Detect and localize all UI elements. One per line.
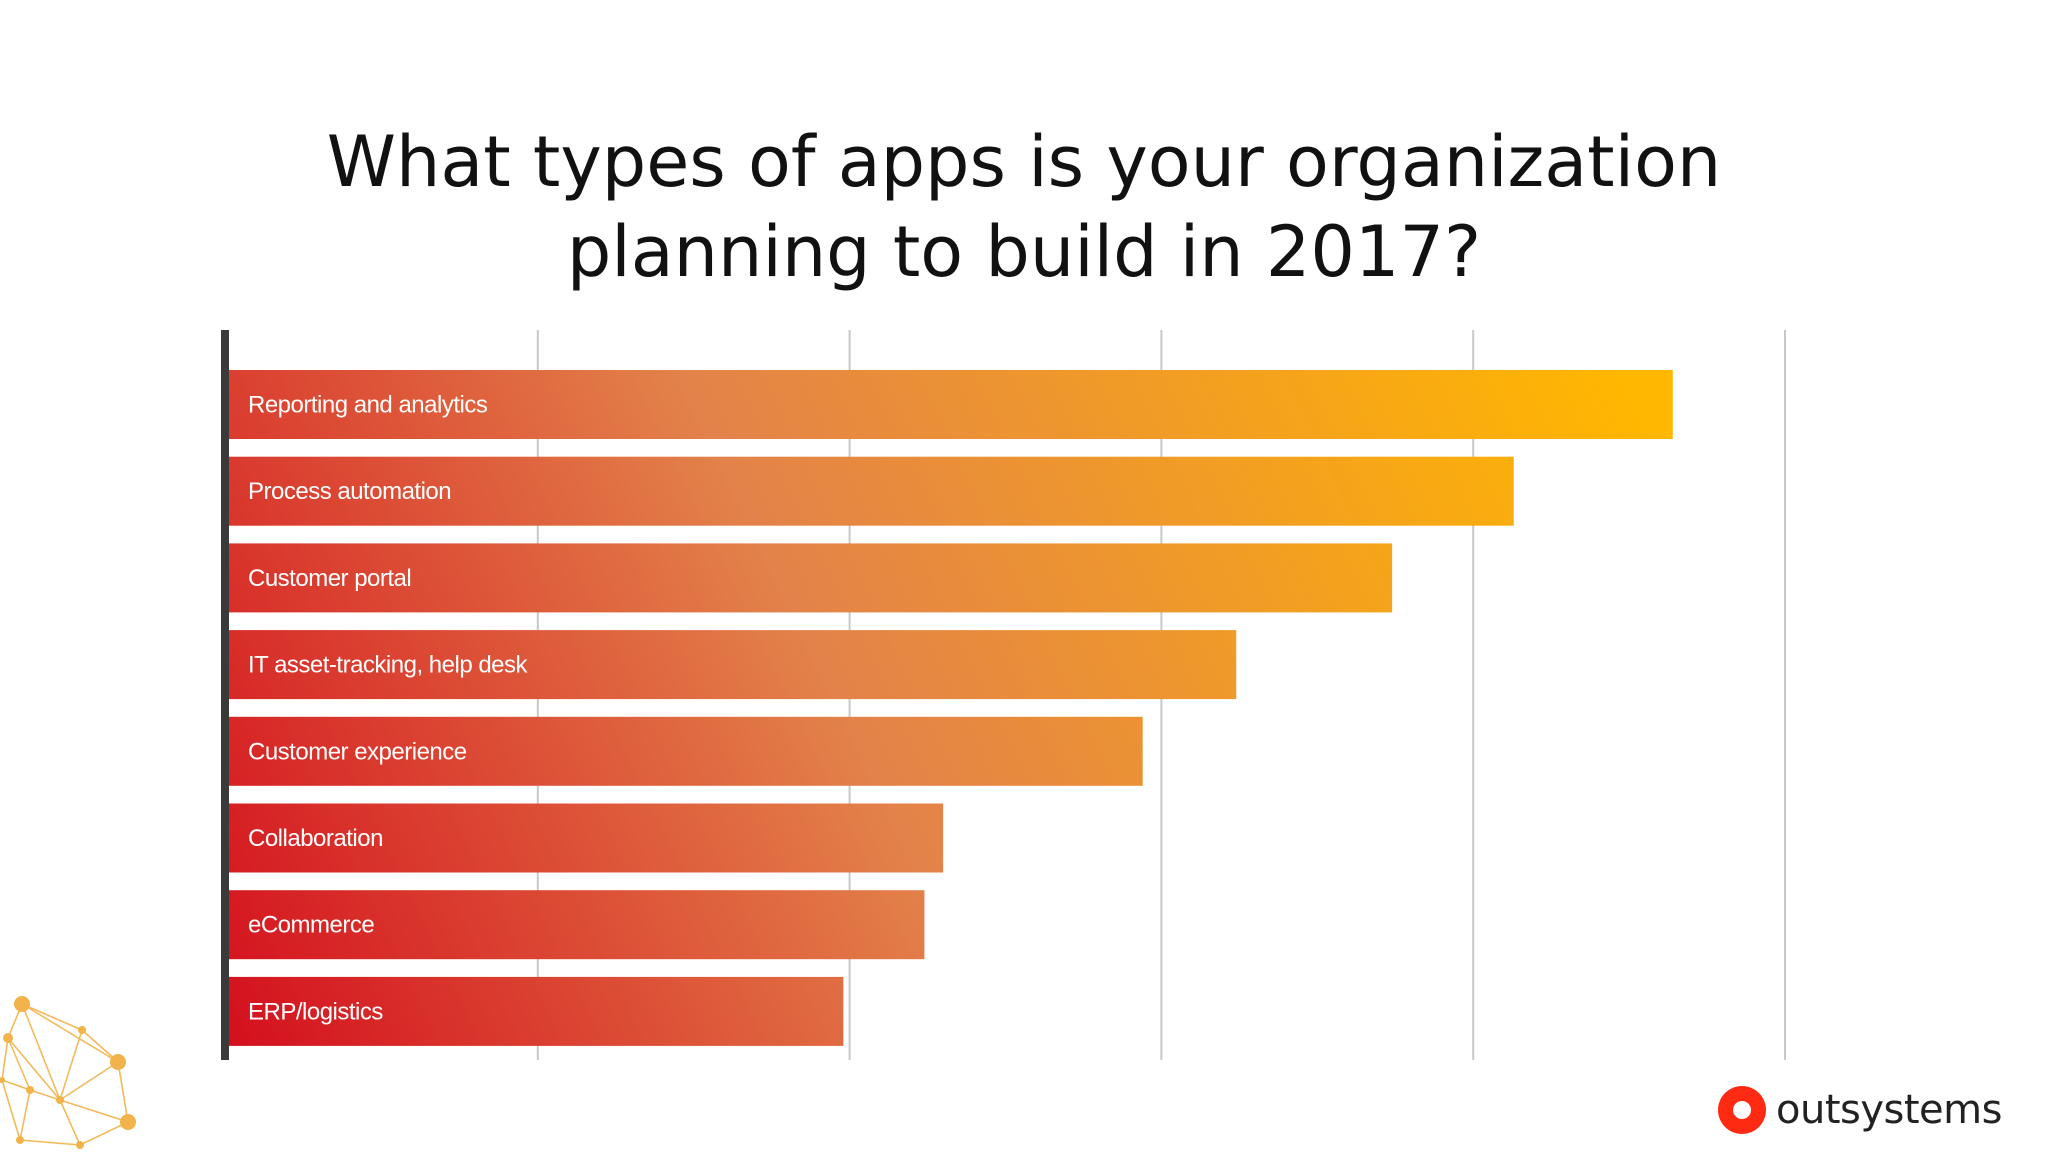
bar [226, 890, 925, 960]
bar [226, 370, 1673, 439]
bar [226, 716, 1143, 786]
bar-label: Customer experience [248, 738, 467, 765]
bar [226, 543, 1393, 613]
bar [226, 803, 944, 873]
bar-label: eCommerce [248, 912, 374, 939]
title-line-2: planning to build in 2017? [566, 210, 1482, 293]
outsystems-logo-icon [1718, 1086, 1766, 1134]
bar-label: Process automation [248, 478, 451, 505]
brand-name: outsystems [1776, 1087, 2002, 1133]
y-axis [221, 330, 229, 1060]
title-line-1: What types of apps is your organization [326, 120, 1722, 203]
y-axis-line [221, 330, 229, 1060]
bar-label: IT asset-tracking, help desk [248, 652, 529, 679]
bar-label: Collaboration [248, 825, 383, 852]
bar-label: Customer portal [248, 565, 411, 592]
bars: Reporting and analytics Process automatio… [226, 370, 1673, 1046]
bar-label: ERP/logistics [248, 998, 383, 1025]
bar [226, 976, 844, 1046]
page-title: What types of apps is your organization … [0, 117, 2048, 297]
network-graph-decoration-icon [0, 996, 136, 1149]
bar [226, 456, 1514, 526]
bar-label: Reporting and analytics [248, 392, 488, 419]
outsystems-logo[interactable]: outsystems [1718, 1082, 2002, 1138]
bar [226, 630, 1237, 700]
